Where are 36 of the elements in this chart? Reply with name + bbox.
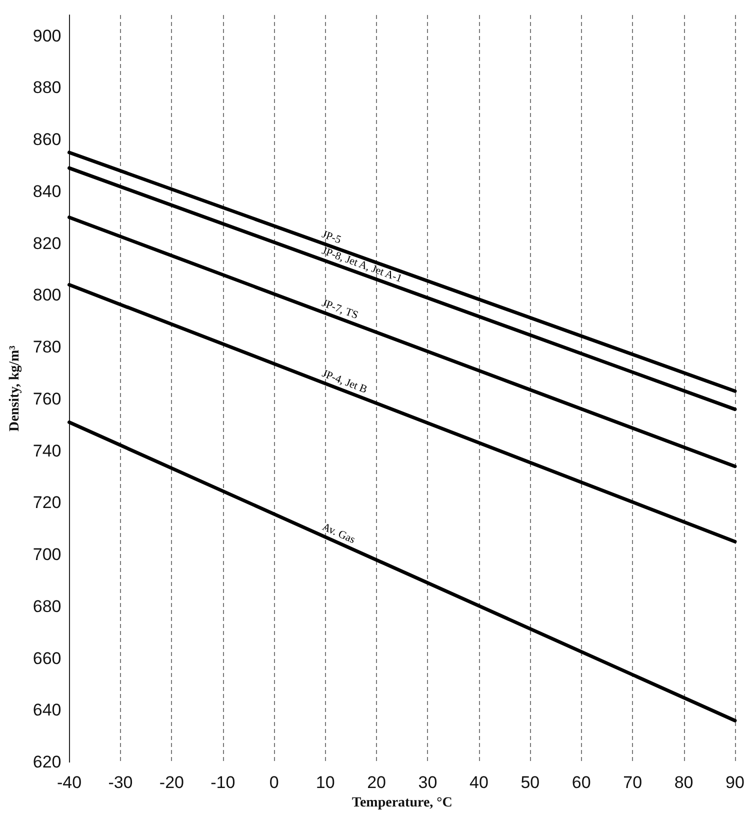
text: JP-8, Jet A, Jet A-1: [320, 244, 404, 285]
y-tick-label: 680: [32, 596, 62, 616]
text: JP-5: [320, 228, 344, 246]
x-tick-label: 30: [418, 773, 438, 792]
x-tick-label: 10: [316, 773, 335, 792]
y-tick-label: 640: [32, 700, 62, 720]
x-tick-label: 20: [367, 773, 386, 792]
x-tick-label: 90: [726, 773, 744, 792]
y-tick-label: 780: [32, 338, 62, 357]
y-tick-label: 820: [32, 234, 62, 253]
x-tick-label: -10: [210, 773, 236, 792]
x-axis-title: Temperature, °C: [352, 796, 452, 810]
y-axis-title: Density, kg/m³: [8, 346, 22, 432]
y-tick-label: 660: [32, 648, 62, 668]
text: JP-4, Jet B: [320, 368, 369, 396]
y-tick-label: 700: [32, 545, 62, 564]
y-tick-label: 860: [32, 130, 62, 150]
y-tick-label: 740: [32, 441, 62, 460]
x-tick-label: 80: [674, 773, 694, 792]
x-tick-label: -20: [159, 773, 184, 792]
x-tick-label: 0: [269, 773, 279, 792]
x-tick-label: 70: [623, 773, 642, 792]
y-tick-label: 620: [32, 752, 62, 772]
y-tick-label: 840: [32, 182, 62, 201]
y-tick-label: 880: [32, 78, 62, 98]
x-tick-label: -40: [56, 773, 82, 792]
x-tick-label: -30: [108, 773, 133, 792]
text: JP-7, TS: [320, 297, 360, 322]
x-tick-label: 60: [572, 773, 591, 792]
y-tick-label: 800: [32, 286, 62, 305]
y-tick-label: 900: [32, 26, 62, 46]
x-tick-label: 40: [469, 773, 488, 792]
text: Av. Gas: [320, 521, 357, 546]
x-tick-label: 50: [520, 773, 540, 792]
y-tick-label: 760: [32, 389, 62, 408]
y-tick-label: 720: [32, 493, 62, 512]
